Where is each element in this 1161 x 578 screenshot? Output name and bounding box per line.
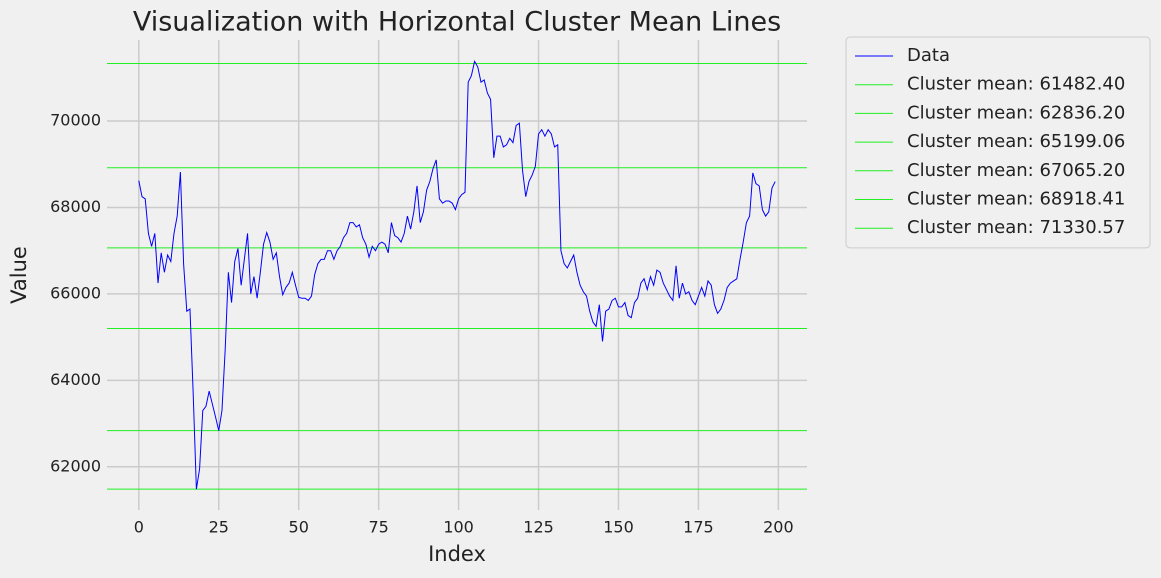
legend-label: Cluster mean: 68918.41 [907,189,1125,210]
y-axis-label: Value [7,246,31,304]
x-tick-label: 50 [289,518,309,537]
x-tick-label: 125 [523,518,554,537]
legend-label: Cluster mean: 61482.40 [907,74,1125,95]
x-tick-label: 200 [763,518,794,537]
x-axis-label: Index [428,542,486,566]
y-tick-label: 62000 [50,456,101,475]
legend-label: Cluster mean: 62836.20 [907,102,1125,123]
y-tick-label: 64000 [50,370,101,389]
y-tick-label: 68000 [50,197,101,216]
legend-label: Cluster mean: 67065.20 [907,160,1125,181]
y-tick-label: 70000 [50,111,101,130]
x-tick-label: 25 [209,518,229,537]
x-tick-label: 0 [134,518,144,537]
legend-label: Cluster mean: 65199.06 [907,131,1125,152]
data-line [138,60,776,490]
y-tick-label: 66000 [50,283,101,302]
legend-box [845,36,1151,249]
legend-label: Data [907,45,950,66]
x-tick-label: 150 [603,518,634,537]
x-tick-label: 100 [443,518,474,537]
x-tick-label: 75 [368,518,388,537]
x-tick-label: 175 [683,518,714,537]
chart-title: Visualization with Horizontal Cluster Me… [133,7,781,38]
legend-label: Cluster mean: 71330.57 [907,217,1125,238]
